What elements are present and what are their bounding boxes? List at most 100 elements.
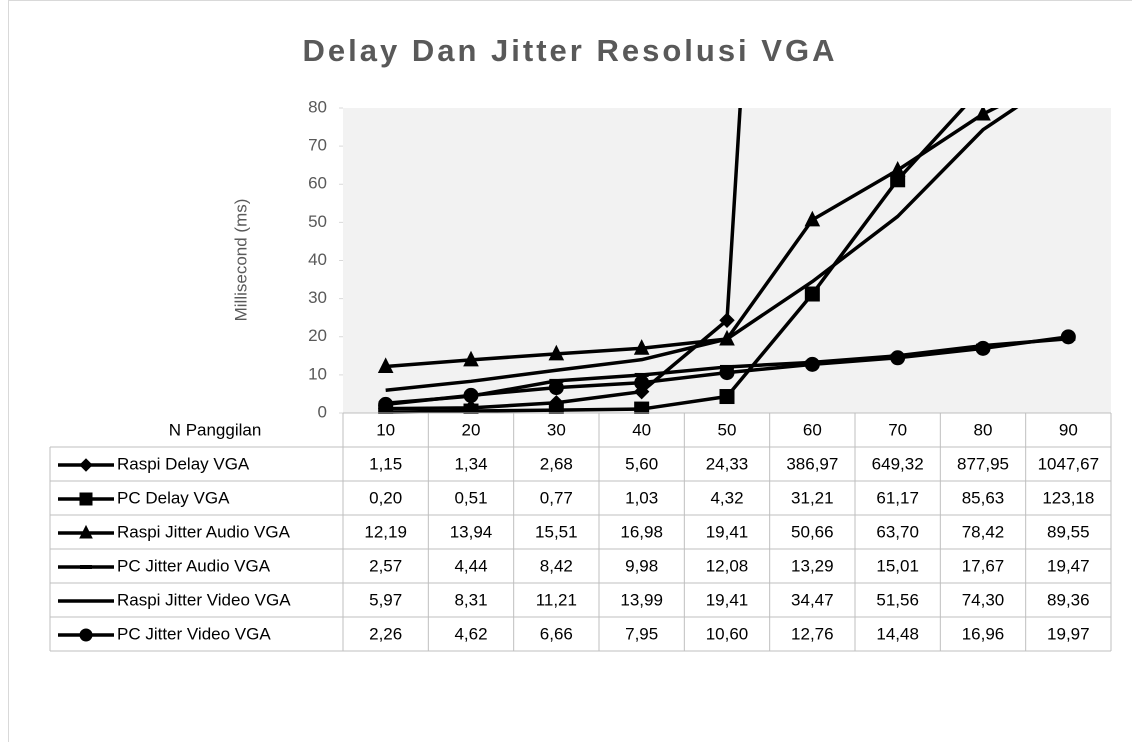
y-tick-label: 50	[308, 212, 327, 231]
x-tick-label: 20	[462, 420, 481, 439]
table-cell: 1047,67	[1038, 454, 1099, 473]
marker	[1061, 64, 1075, 78]
marker	[719, 389, 735, 405]
table-cell: 4,62	[454, 624, 487, 643]
table-cell: 78,42	[962, 522, 1005, 541]
marker	[463, 350, 479, 367]
table-cell: 19,41	[706, 590, 749, 609]
table-cell: 24,33	[706, 454, 749, 473]
y-tick-label: 60	[308, 174, 327, 193]
legend-entry: PC Jitter Audio VGA	[117, 556, 271, 575]
legend-entry: PC Delay VGA	[117, 488, 230, 507]
x-tick-label: 80	[974, 420, 993, 439]
marker	[548, 344, 565, 361]
marker	[804, 286, 820, 302]
marker	[463, 387, 479, 403]
marker	[890, 350, 906, 366]
table-cell: 0,51	[454, 488, 487, 507]
table-cell: 16,98	[620, 522, 663, 541]
table-cell: 13,94	[450, 522, 493, 541]
series-line	[385, 108, 1019, 392]
table-cell: 2,57	[369, 556, 402, 575]
marker	[719, 365, 735, 381]
y-tick-label: 70	[308, 136, 327, 155]
plot-lines	[377, 64, 1076, 414]
table-cell: 7,95	[625, 624, 658, 643]
marker	[975, 108, 991, 121]
table-cell: 14,48	[876, 624, 919, 643]
table-cell: 63,70	[876, 522, 919, 541]
table-cell: 1,03	[625, 488, 658, 507]
table-cell: 649,32	[872, 454, 924, 473]
y-tick-label: 0	[318, 402, 327, 421]
table-cell: 9,98	[625, 556, 658, 575]
table-cell: 19,97	[1047, 624, 1090, 643]
table-cell: 386,97	[786, 454, 838, 473]
table-cell: 19,41	[706, 522, 749, 541]
marker	[719, 312, 735, 328]
marker	[804, 210, 821, 227]
x-tick-label: 50	[718, 420, 737, 439]
table-cell: 5,60	[625, 454, 658, 473]
marker	[976, 80, 990, 94]
table-cell: 8,31	[454, 590, 487, 609]
table-cell: 13,29	[791, 556, 834, 575]
table-cell: 12,76	[791, 624, 834, 643]
table-cell: 6,66	[540, 624, 573, 643]
table-cell: 0,77	[540, 488, 573, 507]
table-cell: 34,47	[791, 590, 834, 609]
y-tick-label: 10	[308, 364, 327, 383]
table-cell: 74,30	[962, 590, 1005, 609]
y-tick-label: 30	[308, 288, 327, 307]
marker	[79, 458, 93, 472]
table-cell: 12,19	[364, 522, 407, 541]
table-cell: 12,08	[706, 556, 749, 575]
x-axis-label: N Panggilan	[169, 420, 262, 439]
chart-title: Delay Dan Jitter Resolusi VGA	[303, 33, 838, 68]
marker	[548, 380, 564, 396]
table-cell: 31,21	[791, 488, 834, 507]
marker	[634, 375, 650, 391]
x-tick-label: 70	[888, 420, 907, 439]
table-cell: 15,51	[535, 522, 578, 541]
marker	[463, 403, 479, 414]
table-cell: 10,60	[706, 624, 749, 643]
table-cell: 15,01	[876, 556, 919, 575]
table-cell: 877,95	[957, 454, 1009, 473]
x-tick-label: 30	[547, 420, 566, 439]
marker	[548, 402, 564, 414]
y-tick-label: 80	[308, 97, 327, 116]
table-cell: 61,17	[876, 488, 919, 507]
legend-entry: Raspi Jitter Audio VGA	[117, 522, 291, 541]
marker	[377, 357, 394, 374]
table-cell: 2,26	[369, 624, 402, 643]
table-cell: 1,15	[369, 454, 402, 473]
table-cell: 1,34	[454, 454, 487, 473]
marker	[634, 401, 650, 414]
marker	[975, 340, 991, 356]
table-cell: 17,67	[962, 556, 1005, 575]
table-cell: 4,44	[454, 556, 487, 575]
table-cell: 11,21	[536, 590, 577, 609]
x-tick-label: 10	[376, 420, 395, 439]
table-cell: 89,36	[1047, 590, 1090, 609]
marker	[1060, 329, 1076, 345]
table-cell: 89,55	[1047, 522, 1090, 541]
marker	[79, 628, 93, 642]
y-tick-label: 40	[308, 250, 327, 269]
marker	[79, 492, 93, 506]
table-cell: 2,68	[540, 454, 573, 473]
x-tick-label: 90	[1059, 420, 1078, 439]
table-cell: 13,99	[620, 590, 663, 609]
table-cell: 16,96	[962, 624, 1005, 643]
marker	[804, 356, 820, 372]
x-tick-label: 40	[632, 420, 651, 439]
table-cell: 0,20	[369, 488, 402, 507]
x-tick-label: 60	[803, 420, 822, 439]
table-cell: 19,47	[1047, 556, 1090, 575]
marker	[633, 339, 650, 355]
marker	[889, 161, 906, 177]
y-tick-label: 20	[308, 326, 327, 345]
